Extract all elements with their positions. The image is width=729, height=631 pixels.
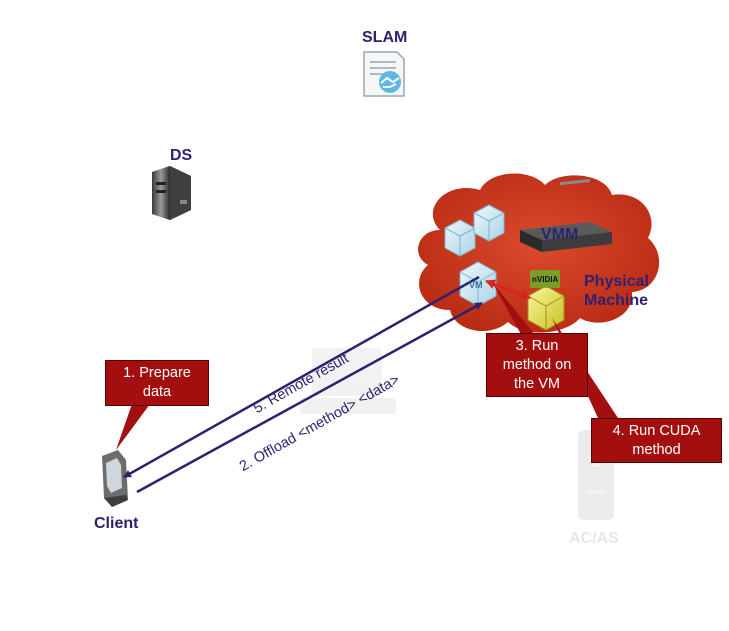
vmm-rack-server-icon (520, 178, 612, 252)
step1-callout: 1. Prepare data (105, 360, 209, 406)
vm-cube-icon (473, 204, 505, 242)
offload-arrow (136, 301, 483, 494)
remote-result-arrow (123, 275, 480, 479)
client-phone-icon (102, 450, 128, 507)
gpu-brand-label: nVIDIA (532, 275, 559, 284)
vm-cube-icon (444, 219, 476, 257)
slam-label: SLAM (362, 29, 408, 46)
vmm-label: VMM (541, 226, 579, 243)
callout-pointer (116, 404, 150, 450)
vm-label: VM (469, 280, 483, 290)
step3-callout: 3. Run method on the VM (486, 333, 588, 397)
gpu-cube-icon (527, 270, 565, 331)
acas-label: AC/AS (569, 530, 619, 547)
ds-label: DS (170, 147, 193, 164)
step4-callout: 4. Run CUDA method (591, 418, 722, 463)
physical-machine-label: Physical Machine (584, 273, 649, 309)
callout-pointer (492, 282, 536, 336)
ds-server-icon (152, 166, 191, 220)
slam-document-icon (363, 51, 405, 97)
client-label: Client (94, 515, 139, 532)
